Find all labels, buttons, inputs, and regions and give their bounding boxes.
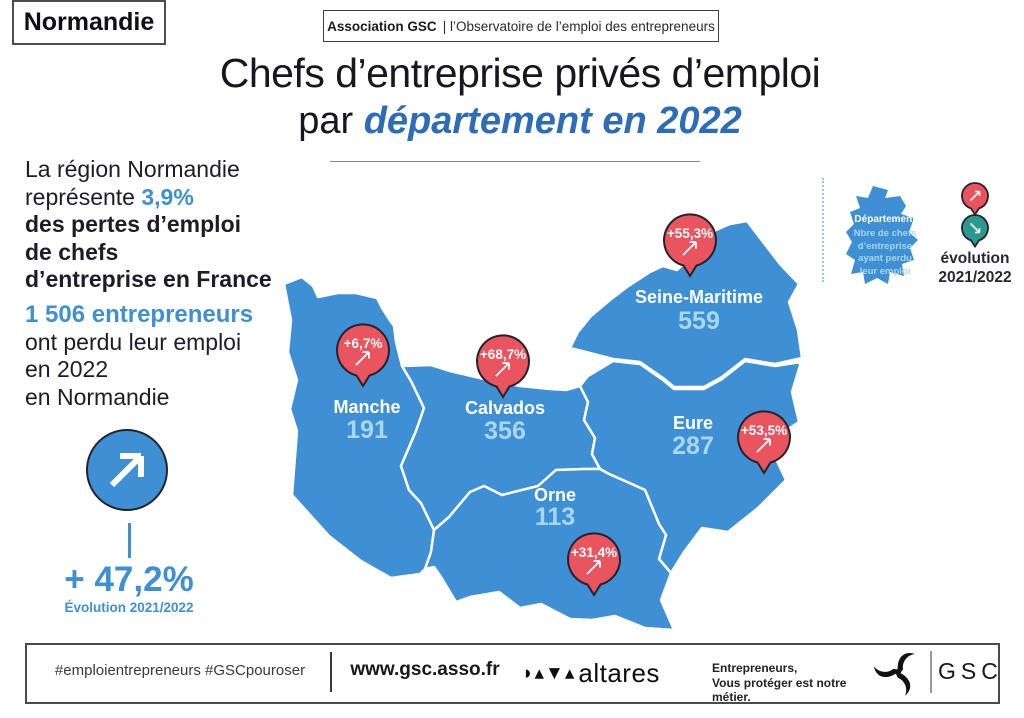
gsc-pinwheel-icon bbox=[874, 652, 915, 696]
gsc-logo-divider bbox=[930, 651, 932, 693]
intro-line5: d’entreprise en France bbox=[25, 266, 272, 292]
legend-evolution-label: évolution 2021/2022 bbox=[938, 250, 1012, 286]
badge-value-orne: +31,4% bbox=[571, 545, 617, 560]
intro-line1: La région Normandie bbox=[25, 156, 240, 182]
badge-calvados: +68,7% bbox=[476, 334, 530, 399]
footer-website-link[interactable]: www.gsc.asso.fr bbox=[350, 659, 500, 680]
altares-logo: ◗▴▼▴ altares bbox=[522, 658, 660, 689]
badge-value-manche: +6,7% bbox=[344, 336, 383, 351]
map-region-orne[interactable] bbox=[423, 467, 676, 632]
dept-value-calvados: 356 bbox=[484, 417, 526, 445]
dept-label-calvados: Calvados bbox=[465, 398, 545, 418]
intro-line4: de chefs bbox=[25, 238, 119, 265]
badge-value-calvados: +68,7% bbox=[480, 347, 526, 362]
arrow-up-right-icon bbox=[109, 453, 144, 488]
arrow-up-right-icon bbox=[682, 241, 697, 256]
map-region-seine-maritime[interactable] bbox=[568, 219, 804, 389]
footer-divider bbox=[330, 652, 332, 692]
badge-orne: +31,4% bbox=[567, 532, 621, 597]
page-title-line2: par département en 2022 bbox=[20, 100, 1020, 143]
arrow-down-right-icon bbox=[969, 222, 981, 234]
arrow-up-right-icon bbox=[355, 351, 370, 366]
altares-logo-text: altares bbox=[578, 658, 660, 688]
dept-label-seine-maritime: Seine-Maritime bbox=[635, 287, 763, 307]
legend-dept-sublabel: Nbre de chefs d’entreprise ayant perdu l… bbox=[853, 228, 917, 277]
footer-hashtags: #emploientrepreneurs #GSCpouroser bbox=[54, 662, 306, 679]
legend-separator bbox=[822, 178, 824, 282]
evolution-label: Évolution 2021/2022 bbox=[64, 600, 194, 615]
legend-pins bbox=[961, 182, 989, 249]
title-line2-highlight: département en 2022 bbox=[363, 100, 742, 142]
dept-value-manche: 191 bbox=[346, 416, 388, 444]
footer-tagline: Entrepreneurs, Vous protéger est notre m… bbox=[712, 661, 847, 704]
map-region-eure[interactable] bbox=[578, 359, 803, 575]
association-name: Association GSC bbox=[327, 18, 437, 34]
region-label: Normandie bbox=[23, 8, 155, 36]
badge-eure: +53,5% bbox=[737, 410, 791, 475]
evolution-value: + 47,2% bbox=[64, 560, 194, 599]
legend-department-shape bbox=[846, 186, 918, 284]
evolution-connector bbox=[128, 523, 131, 558]
normandy-map: Manche 191 Calvados 356 Seine-Maritime 5… bbox=[282, 213, 804, 632]
intro-paragraph: La région Normandie représente 3,9% des … bbox=[25, 156, 325, 294]
association-subtitle: | l’Observatoire de l’emploi des entrepr… bbox=[442, 18, 715, 34]
arrow-up-right-icon bbox=[969, 190, 981, 202]
region-box: Normandie bbox=[12, 0, 166, 45]
arrow-up-right-icon bbox=[495, 362, 510, 377]
legend-dept-label: Département bbox=[854, 214, 916, 225]
stat-entrepreneurs: 1 506 entrepreneurs bbox=[25, 301, 254, 328]
dept-value-eure: 287 bbox=[672, 432, 714, 460]
footer-box bbox=[25, 643, 1000, 704]
association-box: Association GSC | l’Observatoire de l’em… bbox=[323, 10, 719, 42]
badge-seine-maritime: +55,3% bbox=[663, 213, 717, 278]
stat-line2: ont perdu leur emploi bbox=[25, 328, 242, 355]
page-title-line1: Chefs d’entreprise privés d’emploi bbox=[219, 50, 821, 96]
title-line2-prefix: par bbox=[298, 100, 364, 142]
stat-line3: en 2022 bbox=[25, 356, 109, 382]
arrow-up-right-icon bbox=[756, 438, 771, 453]
title-divider bbox=[330, 161, 700, 162]
stat-line4: en Normandie bbox=[25, 383, 170, 410]
intro-line3: des pertes d’emploi bbox=[25, 211, 242, 237]
intro-percentage: 3,9% bbox=[141, 183, 194, 210]
arrow-up-right-icon bbox=[586, 560, 601, 575]
stat-paragraph: 1 506 entrepreneurs ont perdu leur emplo… bbox=[25, 301, 325, 411]
dept-label-orne: Orne bbox=[534, 485, 576, 505]
evolution-circle bbox=[86, 429, 168, 511]
badge-value-eure: +53,5% bbox=[741, 423, 787, 438]
badge-manche: +6,7% bbox=[336, 323, 390, 388]
legend-up-pin bbox=[961, 182, 989, 217]
gsc-logo-text: GSC bbox=[938, 658, 1003, 684]
dept-label-eure: Eure bbox=[673, 413, 713, 433]
intro-line2: représente 3,9% bbox=[25, 183, 194, 210]
dept-value-orne: 113 bbox=[535, 503, 575, 531]
badge-value-seine-maritime: +55,3% bbox=[667, 226, 713, 241]
dept-value-seine-maritime: 559 bbox=[678, 307, 720, 335]
altares-logo-icon: ◗▴▼▴ bbox=[522, 663, 576, 684]
dept-label-manche: Manche bbox=[333, 397, 400, 417]
legend-down-pin bbox=[961, 214, 989, 249]
